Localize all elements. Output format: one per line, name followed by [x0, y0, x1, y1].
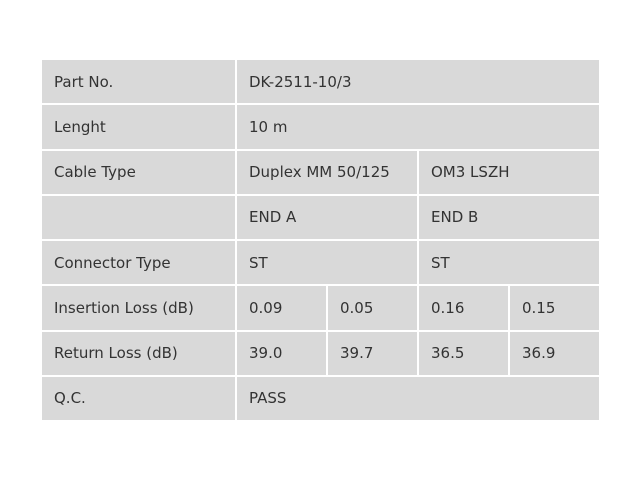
- row: Connector Type ST ST: [42, 241, 599, 285]
- cell: 36.5: [419, 331, 508, 375]
- cell: Part No.: [42, 60, 235, 104]
- row: Q.C. PASS: [42, 376, 599, 420]
- row: Return Loss (dB) 39.0 39.7 36.5 36.9: [42, 331, 599, 375]
- cell: Duplex MM 50/125: [237, 150, 417, 194]
- cell: END B: [419, 195, 599, 239]
- spec-table: Part No. DK-2511-10/3 Lenght 10 m Cable …: [40, 58, 601, 422]
- cell: 0.09: [237, 286, 326, 330]
- cell: Lenght: [42, 105, 235, 149]
- cell: 39.7: [328, 331, 417, 375]
- row: Cable Type Duplex MM 50/125 OM3 LSZH: [42, 150, 599, 194]
- cell: PASS: [237, 376, 599, 420]
- row: END A END B: [42, 195, 599, 239]
- cell: OM3 LSZH: [419, 150, 599, 194]
- row: Part No. DK-2511-10/3: [42, 60, 599, 104]
- cell: END A: [237, 195, 417, 239]
- cell: Connector Type: [42, 241, 235, 285]
- row: Lenght 10 m: [42, 105, 599, 149]
- cell: 10 m: [237, 105, 599, 149]
- cell: Cable Type: [42, 150, 235, 194]
- cell: Q.C.: [42, 376, 235, 420]
- row: Insertion Loss (dB) 0.09 0.05 0.16 0.15: [42, 286, 599, 330]
- cell: 39.0: [237, 331, 326, 375]
- cell: DK-2511-10/3: [237, 60, 599, 104]
- cell: 0.05: [328, 286, 417, 330]
- cell: 36.9: [510, 331, 599, 375]
- cell: ST: [237, 241, 417, 285]
- cell: 0.16: [419, 286, 508, 330]
- cell: Return Loss (dB): [42, 331, 235, 375]
- cell: [42, 195, 235, 239]
- cell: ST: [419, 241, 599, 285]
- cell: 0.15: [510, 286, 599, 330]
- cell: Insertion Loss (dB): [42, 286, 235, 330]
